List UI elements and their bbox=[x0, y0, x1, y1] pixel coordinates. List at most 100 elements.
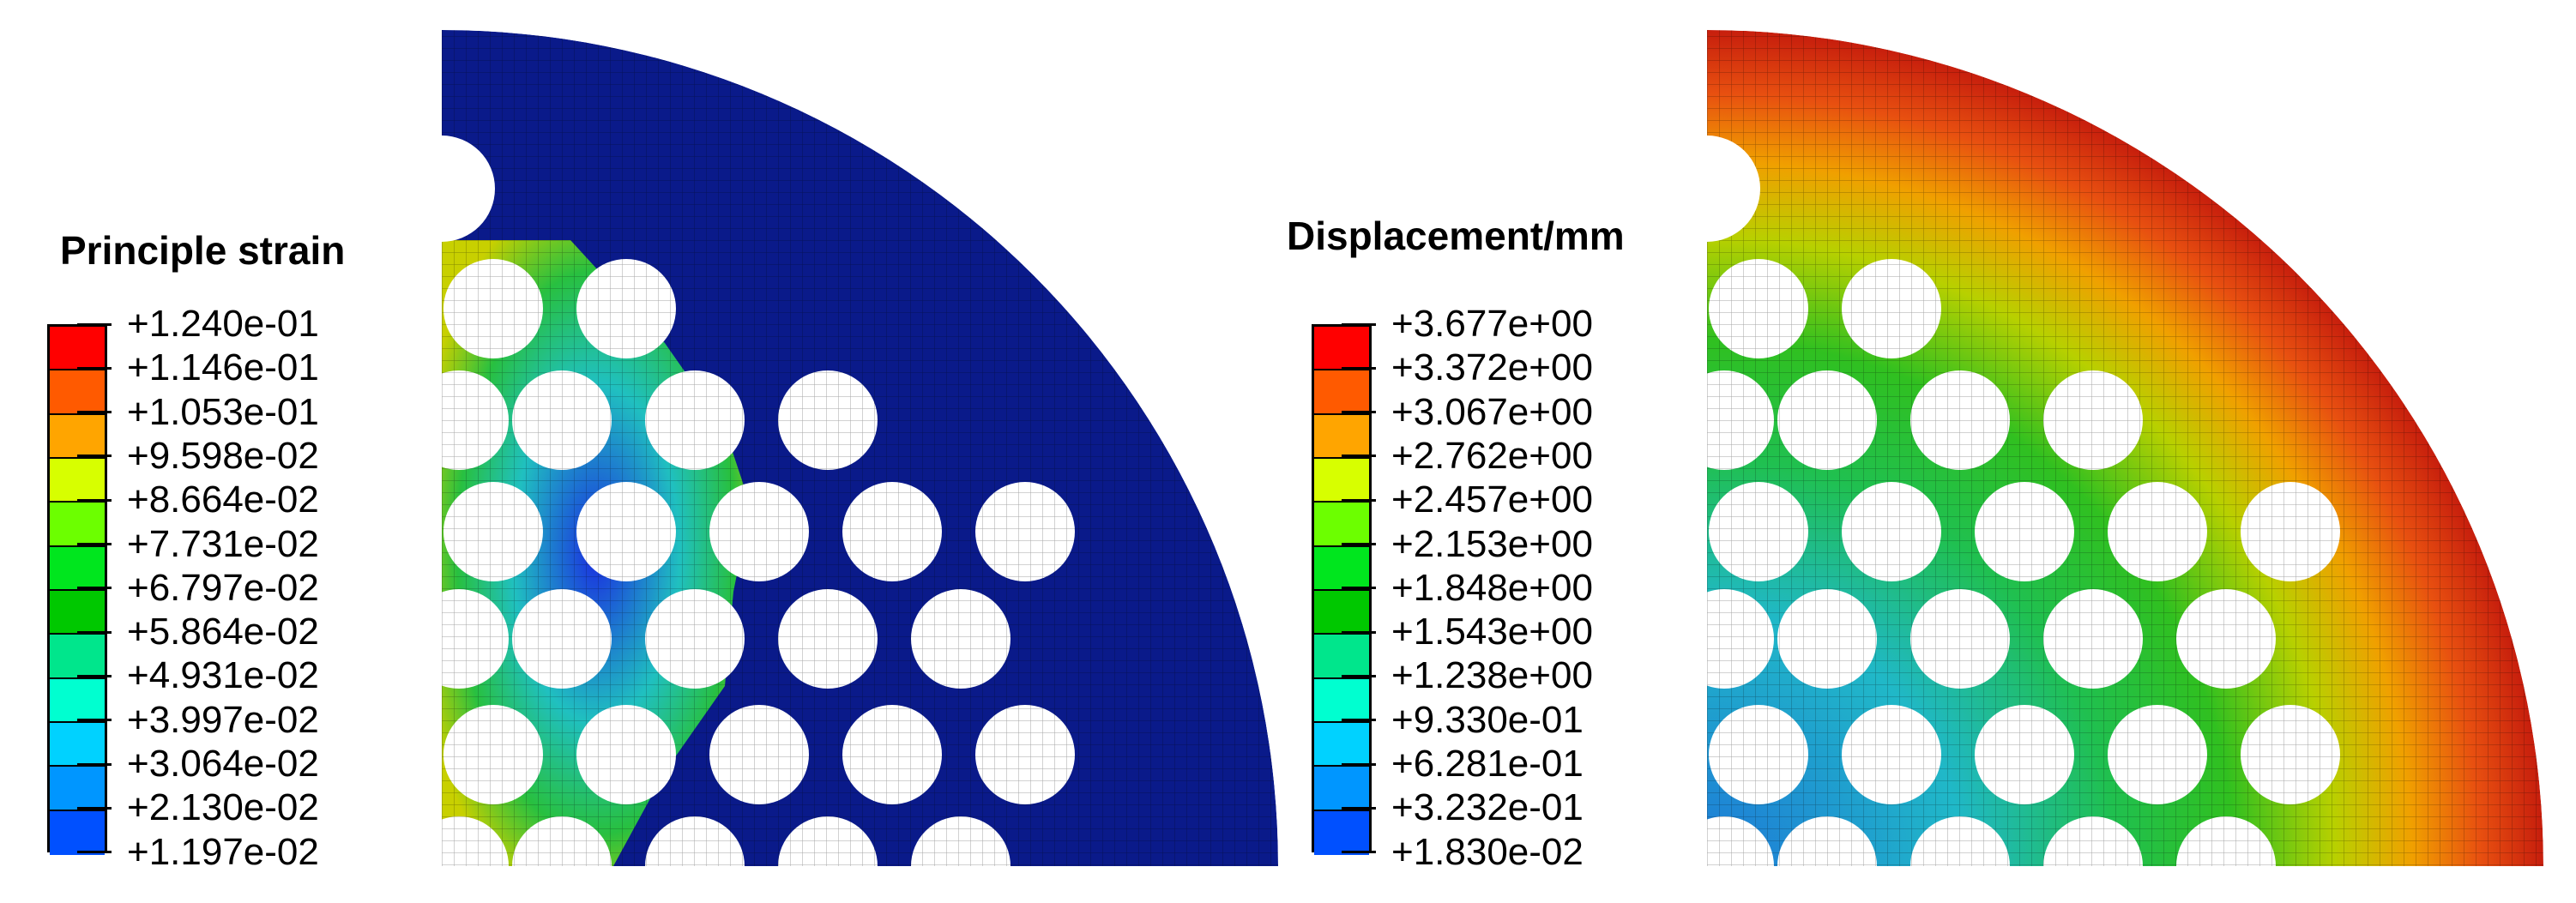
displacement-edge-hole bbox=[1707, 135, 1760, 242]
displacement-legend-tick bbox=[1342, 411, 1376, 414]
displacement-legend-value: +1.238e+00 bbox=[1391, 654, 1593, 697]
strain-legend-value: +1.053e-01 bbox=[127, 390, 319, 433]
displacement-legend-row: +3.677e+00 bbox=[1342, 303, 1593, 346]
strain-legend-value: +6.797e-02 bbox=[127, 566, 319, 609]
displacement-legend-row: +1.830e-02 bbox=[1342, 831, 1584, 874]
displacement-legend-value: +3.677e+00 bbox=[1391, 303, 1593, 345]
displacement-color-swatch bbox=[1314, 503, 1369, 547]
displacement-color-swatch bbox=[1314, 767, 1369, 811]
strain-legend-row: +9.598e-02 bbox=[77, 435, 319, 478]
displacement-legend-value: +1.830e-02 bbox=[1391, 830, 1584, 873]
strain-legend-tick bbox=[77, 455, 112, 458]
displacement-color-swatch bbox=[1314, 370, 1369, 415]
strain-color-swatch bbox=[50, 414, 105, 459]
strain-legend-tick bbox=[77, 630, 112, 634]
displacement-color-swatch bbox=[1314, 635, 1369, 679]
strain-legend-tick bbox=[77, 587, 112, 590]
displacement-legend-row: +6.281e-01 bbox=[1342, 743, 1584, 786]
displacement-color-swatch bbox=[1314, 722, 1369, 768]
displacement-legend-row: +1.238e+00 bbox=[1342, 654, 1593, 697]
displacement-legend-value: +2.762e+00 bbox=[1391, 434, 1593, 477]
displacement-legend-row: +1.848e+00 bbox=[1342, 567, 1593, 610]
strain-legend-tick bbox=[77, 366, 112, 370]
displacement-legend-row: +2.457e+00 bbox=[1342, 479, 1593, 521]
strain-legend-value: +3.997e-02 bbox=[127, 698, 319, 741]
strain-legend-value: +8.664e-02 bbox=[127, 479, 319, 521]
strain-legend-tick bbox=[77, 543, 112, 545]
displacement-legend-tick bbox=[1342, 806, 1376, 810]
displacement-legend-tick bbox=[1342, 630, 1376, 634]
displacement-legend-tick bbox=[1342, 851, 1376, 854]
displacement-legend-row: +2.153e+00 bbox=[1342, 523, 1593, 566]
strain-color-swatch bbox=[50, 590, 105, 635]
displacement-color-swatch bbox=[1314, 327, 1369, 371]
strain-legend-row: +7.731e-02 bbox=[77, 523, 319, 566]
strain-legend-row: +4.931e-02 bbox=[77, 654, 319, 697]
displacement-legend-tick bbox=[1342, 543, 1376, 545]
strain-color-swatch bbox=[50, 767, 105, 811]
displacement-legend-value: +2.153e+00 bbox=[1391, 522, 1593, 565]
strain-color-swatch bbox=[50, 810, 105, 855]
strain-edge-hole bbox=[442, 135, 495, 242]
strain-legend-tick bbox=[77, 806, 112, 810]
displacement-legend-row: +3.067e+00 bbox=[1342, 391, 1593, 434]
strain-legend-value: +3.064e-02 bbox=[127, 743, 319, 785]
displacement-legend-tick bbox=[1342, 719, 1376, 722]
strain-legend-value: +5.864e-02 bbox=[127, 611, 319, 653]
strain-color-swatch bbox=[50, 327, 105, 371]
displacement-legend-tick bbox=[1342, 366, 1376, 370]
strain-legend-value: +7.731e-02 bbox=[127, 522, 319, 565]
displacement-legend-row: +2.762e+00 bbox=[1342, 435, 1593, 478]
displacement-color-swatch bbox=[1314, 590, 1369, 635]
displacement-color-swatch bbox=[1314, 458, 1369, 503]
displacement-panel: Displacement/mm +3.677e+00 +3.372e+00 +3.0… bbox=[1287, 0, 2576, 903]
strain-legend-row: +1.146e-01 bbox=[77, 346, 319, 389]
strain-legend-value: +1.146e-01 bbox=[127, 346, 319, 389]
strain-legend-value: +4.931e-02 bbox=[127, 654, 319, 697]
strain-legend-row: +6.797e-02 bbox=[77, 567, 319, 610]
displacement-legend-tick bbox=[1342, 762, 1376, 766]
displacement-contour-plot bbox=[1707, 30, 2543, 866]
displacement-legend-tick bbox=[1342, 587, 1376, 590]
displacement-legend-value: +3.372e+00 bbox=[1391, 346, 1593, 389]
strain-legend-row: +8.664e-02 bbox=[77, 479, 319, 521]
strain-legend-value: +1.197e-02 bbox=[127, 830, 319, 873]
strain-legend-tick bbox=[77, 322, 112, 326]
displacement-legend-value: +3.067e+00 bbox=[1391, 390, 1593, 433]
displacement-legend-value: +3.232e-01 bbox=[1391, 786, 1584, 829]
strain-legend-value: +2.130e-02 bbox=[127, 786, 319, 829]
strain-color-swatch bbox=[50, 503, 105, 547]
displacement-color-swatch bbox=[1314, 546, 1369, 591]
strain-legend-value: +9.598e-02 bbox=[127, 434, 319, 477]
strain-quarter-disc bbox=[442, 30, 1278, 866]
displacement-legend-value: +6.281e-01 bbox=[1391, 743, 1584, 785]
strain-legend-row: +1.053e-01 bbox=[77, 391, 319, 434]
strain-color-swatch bbox=[50, 458, 105, 503]
displacement-legend-value: +1.848e+00 bbox=[1391, 566, 1593, 609]
displacement-legend-row: +9.330e-01 bbox=[1342, 699, 1584, 742]
strain-color-swatch bbox=[50, 635, 105, 679]
strain-panel: Principle strain +1.240e-01 +1.146e-01 +1.… bbox=[0, 0, 1287, 903]
strain-legend-tick bbox=[77, 719, 112, 722]
strain-legend-tick bbox=[77, 762, 112, 766]
strain-legend-title: Principle strain bbox=[60, 228, 346, 273]
strain-legend-tick bbox=[77, 674, 112, 677]
displacement-legend-tick bbox=[1342, 322, 1376, 326]
strain-legend-value: +1.240e-01 bbox=[127, 303, 319, 345]
displacement-legend-value: +1.543e+00 bbox=[1391, 611, 1593, 653]
strain-color-swatch bbox=[50, 370, 105, 415]
strain-legend-tick bbox=[77, 851, 112, 854]
displacement-color-swatch bbox=[1314, 414, 1369, 459]
displacement-legend-tick bbox=[1342, 674, 1376, 677]
strain-legend-row: +5.864e-02 bbox=[77, 611, 319, 653]
strain-color-swatch bbox=[50, 722, 105, 768]
strain-contour-plot bbox=[442, 30, 1278, 866]
strain-legend-row: +1.197e-02 bbox=[77, 831, 319, 874]
strain-color-bar bbox=[47, 324, 107, 855]
strain-color-swatch bbox=[50, 546, 105, 591]
strain-legend-row: +1.240e-01 bbox=[77, 303, 319, 346]
displacement-legend-row: +3.232e-01 bbox=[1342, 786, 1584, 829]
displacement-legend-value: +2.457e+00 bbox=[1391, 479, 1593, 521]
displacement-quarter-disc bbox=[1707, 30, 2543, 866]
displacement-legend-tick bbox=[1342, 455, 1376, 458]
